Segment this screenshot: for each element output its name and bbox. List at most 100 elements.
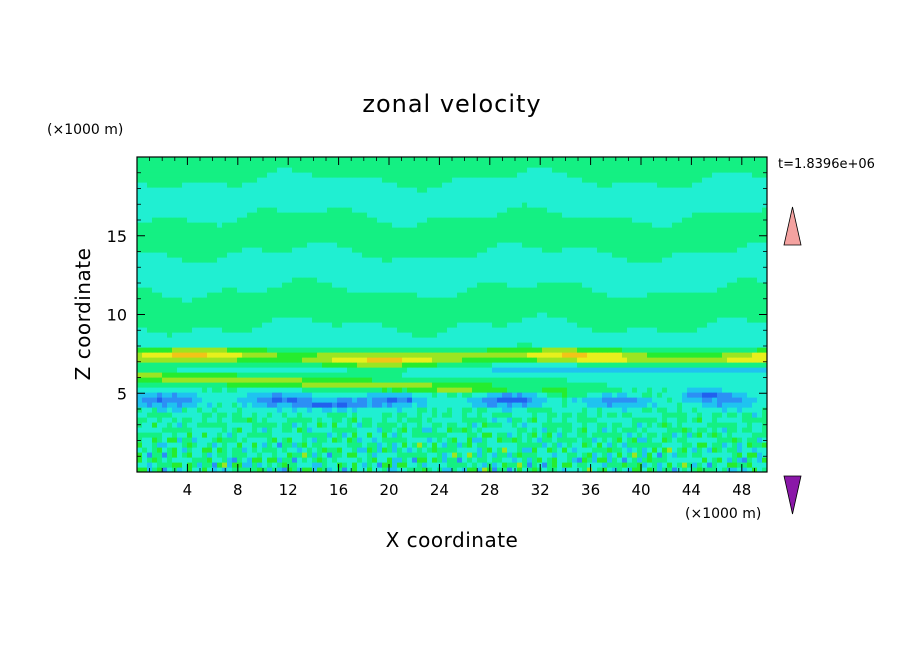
contour-cell <box>452 277 458 283</box>
contour-cell <box>737 387 743 393</box>
contour-cell <box>697 452 703 458</box>
contour-cell <box>232 417 238 423</box>
contour-cell <box>432 307 438 313</box>
contour-cell <box>357 447 363 453</box>
contour-cell <box>762 357 767 363</box>
contour-cell <box>692 387 698 393</box>
contour-cell <box>137 302 143 308</box>
contour-cell <box>662 327 668 333</box>
contour-cell <box>422 382 428 388</box>
contour-cell <box>647 287 653 293</box>
contour-cell <box>567 437 573 443</box>
contour-cell <box>267 372 273 378</box>
contour-cell <box>417 362 423 368</box>
contour-cell <box>487 392 493 398</box>
contour-cell <box>212 317 218 323</box>
contour-cell <box>572 292 578 298</box>
contour-cell <box>537 407 543 413</box>
contour-cell <box>627 432 633 438</box>
contour-cell <box>142 447 148 453</box>
contour-cell <box>242 312 248 318</box>
contour-cell <box>647 417 653 423</box>
contour-cell <box>607 352 613 358</box>
contour-cell <box>242 357 248 363</box>
contour-cell <box>307 352 313 358</box>
contour-cell <box>617 417 623 423</box>
contour-cell <box>637 397 643 403</box>
contour-cell <box>302 397 308 403</box>
contour-cell <box>147 422 153 428</box>
contour-cell <box>707 302 713 308</box>
contour-cell <box>742 352 748 358</box>
contour-cell <box>587 457 593 463</box>
contour-cell <box>202 402 208 408</box>
contour-cell <box>317 382 323 388</box>
contour-cell <box>327 277 333 283</box>
contour-cell <box>417 457 423 463</box>
contour-cell <box>542 442 548 448</box>
contour-cell <box>437 452 443 458</box>
contour-cell <box>702 372 708 378</box>
contour-cell <box>542 447 548 453</box>
contour-cell <box>337 317 343 323</box>
contour-cell <box>562 327 568 333</box>
contour-cell <box>192 427 198 433</box>
contour-cell <box>707 412 713 418</box>
contour-cell <box>272 452 278 458</box>
contour-cell <box>607 402 613 408</box>
contour-cell <box>682 357 688 363</box>
contour-cell <box>287 442 293 448</box>
contour-cell <box>687 337 693 343</box>
contour-cell <box>577 322 583 328</box>
contour-cell <box>657 397 663 403</box>
contour-cell <box>177 397 183 403</box>
contour-cell <box>332 292 338 298</box>
contour-cell <box>422 287 428 293</box>
contour-cell <box>417 387 423 393</box>
contour-cell <box>312 422 318 428</box>
contour-cell <box>687 402 693 408</box>
contour-cell <box>337 442 343 448</box>
contour-cell <box>152 342 158 348</box>
contour-cell <box>327 287 333 293</box>
contour-cell <box>757 462 763 468</box>
contour-cell <box>567 382 573 388</box>
contour-cell <box>537 337 543 343</box>
contour-cell <box>707 407 713 413</box>
contour-cell <box>357 367 363 373</box>
contour-cell <box>582 442 588 448</box>
contour-cell <box>667 462 673 468</box>
contour-cell <box>302 287 308 293</box>
contour-cell <box>342 432 348 438</box>
contour-cell <box>367 397 373 403</box>
contour-cell <box>167 467 173 472</box>
contour-cell <box>342 452 348 458</box>
contour-cell <box>402 352 408 358</box>
contour-cell <box>142 427 148 433</box>
contour-cell <box>317 407 323 413</box>
contour-cell <box>137 287 143 293</box>
contour-cell <box>482 412 488 418</box>
contour-cell <box>442 292 448 298</box>
contour-cell <box>242 402 248 408</box>
contour-cell <box>222 412 228 418</box>
contour-cell <box>732 382 738 388</box>
contour-cell <box>597 312 603 318</box>
contour-cell <box>702 462 708 468</box>
contour-cell <box>162 367 168 373</box>
contour-cell <box>372 342 378 348</box>
contour-cell <box>447 372 453 378</box>
contour-cell <box>182 367 188 373</box>
contour-cell <box>222 317 228 323</box>
contour-cell <box>182 412 188 418</box>
contour-cell <box>422 442 428 448</box>
contour-cell <box>137 412 143 418</box>
contour-cell <box>182 297 188 303</box>
contour-cell <box>647 427 653 433</box>
contour-cell <box>157 287 163 293</box>
contour-cell <box>317 347 323 353</box>
contour-cell <box>437 442 443 448</box>
contour-cell <box>252 342 258 348</box>
contour-cell <box>502 352 508 358</box>
contour-cell <box>427 417 433 423</box>
